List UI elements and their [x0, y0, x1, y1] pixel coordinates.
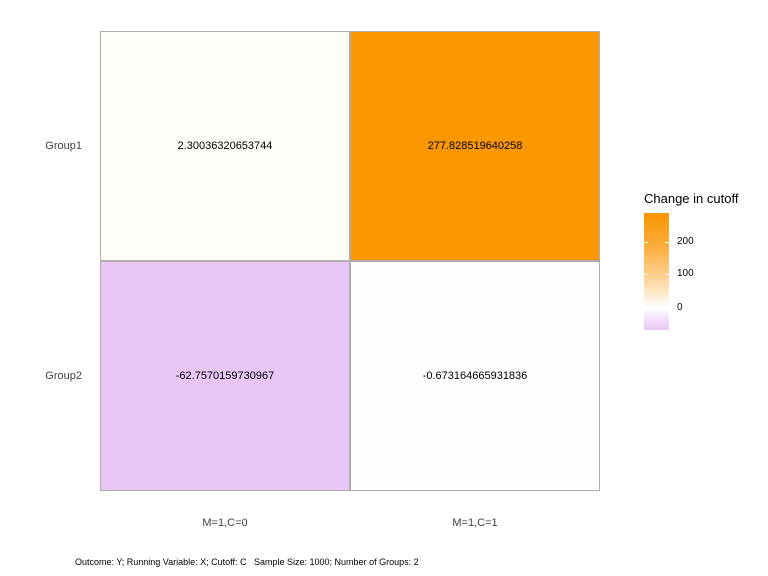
colorbar-tick-mark	[644, 274, 648, 275]
cell-value-label: -62.7570159730967	[175, 370, 275, 382]
heatmap-cell-group2-m1c1: -0.673164665931836	[350, 261, 600, 491]
plot-caption: Outcome: Y; Running Variable: X; Cutoff:…	[75, 557, 419, 567]
x-axis-label-m1c0: M=1,C=0	[202, 517, 248, 529]
cell-value-label: -0.673164665931836	[422, 370, 528, 382]
colorbar	[644, 213, 669, 330]
x-axis-label-m1c1: M=1,C=1	[452, 517, 498, 529]
cell-value-label: 277.828519640258	[427, 140, 523, 152]
heatmap-panel: 2.30036320653744 277.828519640258 -62.75…	[100, 31, 600, 491]
heatmap-cell-group1-m1c0: 2.30036320653744	[100, 31, 350, 261]
colorbar-tick-mark	[665, 274, 669, 275]
colorbar-tick-label-0: 0	[677, 302, 683, 313]
colorbar-tick-label-200: 200	[677, 236, 694, 247]
heatmap-cell-group2-m1c0: -62.7570159730967	[100, 261, 350, 491]
colorbar-tick-mark	[665, 308, 669, 309]
colorbar-tick-mark	[644, 242, 648, 243]
cell-value-label: 2.30036320653744	[177, 140, 273, 152]
colorbar-tick-mark	[644, 308, 648, 309]
legend-title: Change in cutoff	[644, 191, 739, 206]
heatmap-cell-group1-m1c1: 277.828519640258	[350, 31, 600, 261]
colorbar-tick-label-100: 100	[677, 268, 694, 279]
y-axis-label-group1: Group1	[45, 140, 82, 152]
colorbar-tick-mark	[665, 242, 669, 243]
y-axis-label-group2: Group2	[45, 370, 82, 382]
